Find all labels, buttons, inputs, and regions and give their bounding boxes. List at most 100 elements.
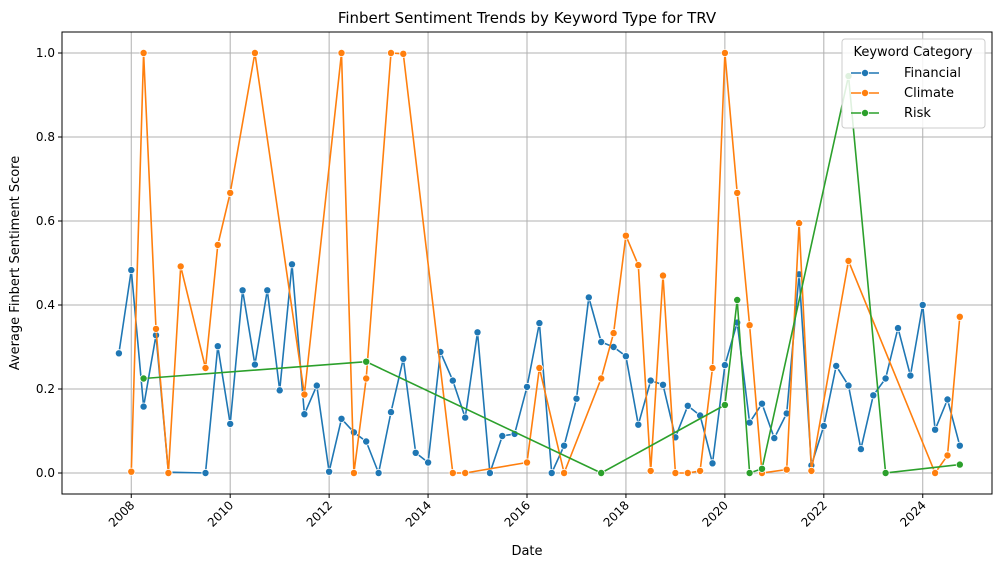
data-point-financial — [386, 408, 395, 417]
series-risk — [139, 72, 964, 477]
data-point-financial — [461, 413, 470, 422]
data-point-climate — [634, 261, 643, 270]
data-point-financial — [708, 459, 717, 468]
data-point-financial — [683, 401, 692, 410]
data-point-risk — [720, 400, 729, 409]
legend-title: Keyword Category — [853, 45, 972, 60]
data-point-climate — [399, 49, 408, 58]
data-point-climate — [250, 49, 259, 58]
data-point-climate — [795, 219, 804, 228]
data-point-financial — [943, 395, 952, 404]
series-climate — [127, 49, 964, 477]
data-point-financial — [374, 468, 383, 477]
data-point-financial — [325, 467, 334, 476]
data-point-financial — [114, 349, 123, 358]
data-point-climate — [213, 240, 222, 249]
legend: Keyword Category Financial Climate Risk — [841, 38, 986, 129]
data-point-climate — [461, 468, 470, 477]
data-point-climate — [683, 468, 692, 477]
data-point-financial — [918, 300, 927, 309]
data-point-climate — [300, 390, 309, 399]
data-point-climate — [621, 231, 630, 240]
data-point-risk — [362, 357, 371, 366]
data-point-climate — [609, 329, 618, 338]
data-point-climate — [337, 49, 346, 58]
data-point-climate — [535, 363, 544, 372]
data-point-financial — [770, 434, 779, 443]
y-tick-label: 0.2 — [36, 382, 55, 396]
data-point-climate — [164, 468, 173, 477]
legend-marker-climate — [861, 89, 870, 98]
data-point-climate — [955, 312, 964, 321]
data-point-financial — [485, 468, 494, 477]
data-point-financial — [659, 380, 668, 389]
data-point-financial — [745, 418, 754, 427]
data-point-financial — [597, 337, 606, 346]
data-point-climate — [844, 256, 853, 265]
data-point-financial — [312, 381, 321, 390]
data-point-financial — [139, 402, 148, 411]
data-point-climate — [733, 188, 742, 197]
data-point-financial — [523, 382, 532, 391]
legend-label-financial: Financial — [904, 66, 961, 81]
data-point-climate — [943, 451, 952, 460]
data-point-financial — [832, 361, 841, 370]
data-point-climate — [560, 468, 569, 477]
data-point-risk — [758, 464, 767, 473]
legend-marker-financial — [861, 69, 870, 78]
data-point-financial — [535, 319, 544, 328]
data-point-climate — [597, 374, 606, 383]
data-point-risk — [733, 295, 742, 304]
data-point-financial — [894, 324, 903, 333]
data-point-climate — [807, 466, 816, 475]
y-tick-label: 1.0 — [36, 46, 55, 60]
y-tick-label: 0.8 — [36, 130, 55, 144]
data-point-climate — [386, 49, 395, 58]
data-point-risk — [139, 374, 148, 383]
data-point-risk — [745, 468, 754, 477]
data-point-financial — [362, 437, 371, 446]
legend-marker-risk — [861, 109, 870, 118]
data-point-financial — [213, 342, 222, 351]
data-point-climate — [720, 49, 729, 58]
data-point-climate — [362, 374, 371, 383]
data-point-financial — [300, 410, 309, 419]
legend-box — [841, 38, 986, 129]
data-point-financial — [275, 386, 284, 395]
data-point-financial — [226, 419, 235, 428]
y-tick-label: 0.6 — [36, 214, 55, 228]
data-point-climate — [349, 468, 358, 477]
data-point-financial — [856, 445, 865, 454]
data-point-financial — [349, 428, 358, 437]
data-point-financial — [931, 425, 940, 434]
data-point-financial — [411, 448, 420, 457]
data-point-financial — [881, 374, 890, 383]
data-point-climate — [176, 262, 185, 271]
data-point-financial — [127, 266, 136, 275]
data-point-climate — [151, 324, 160, 333]
data-point-financial — [250, 360, 259, 369]
data-point-financial — [819, 421, 828, 430]
data-point-climate — [659, 271, 668, 280]
data-point-financial — [337, 414, 346, 423]
data-point-risk — [955, 460, 964, 469]
data-point-financial — [498, 431, 507, 440]
data-point-financial — [955, 441, 964, 450]
data-point-climate — [226, 188, 235, 197]
data-point-financial — [424, 458, 433, 467]
legend-label-risk: Risk — [904, 106, 931, 121]
y-tick-label: 0.0 — [36, 466, 55, 480]
data-point-financial — [906, 371, 915, 380]
data-point-climate — [127, 467, 136, 476]
data-point-climate — [708, 363, 717, 372]
data-point-financial — [621, 352, 630, 361]
x-axis-title: Date — [511, 544, 542, 559]
data-point-financial — [448, 376, 457, 385]
series-line-risk — [143, 75, 960, 474]
y-tick-label: 0.4 — [36, 298, 55, 312]
data-point-financial — [720, 361, 729, 370]
data-point-financial — [869, 391, 878, 400]
data-point-financial — [844, 381, 853, 390]
data-point-financial — [584, 293, 593, 302]
